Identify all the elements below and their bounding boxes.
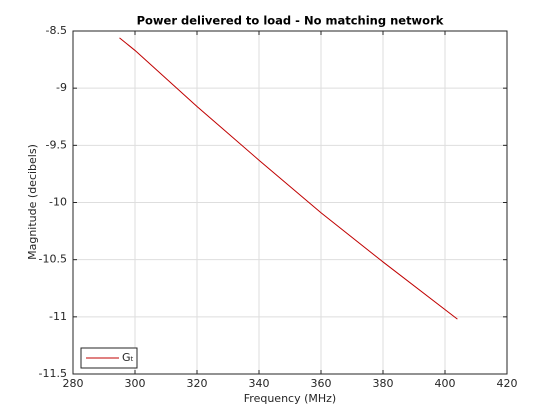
x-tick-label: 280	[63, 377, 84, 390]
y-tick-label: -11.5	[39, 367, 67, 380]
x-tick-label: 400	[435, 377, 456, 390]
x-axis-label: Frequency (MHz)	[244, 392, 336, 405]
y-tick-label: -9	[56, 81, 67, 94]
x-tick-label: 300	[125, 377, 146, 390]
chart-title: Power delivered to load - No matching ne…	[137, 14, 444, 28]
x-tick-label: 340	[249, 377, 270, 390]
plot-frame	[72, 30, 508, 375]
x-tick-label: 320	[187, 377, 208, 390]
legend-label: Gₜ	[122, 351, 134, 364]
x-tick-label: 360	[311, 377, 332, 390]
x-tick-label: 420	[497, 377, 518, 390]
y-tick-label: -8.5	[46, 24, 67, 37]
y-tick-label: -9.5	[46, 138, 67, 151]
y-tick-label: -11	[49, 310, 67, 323]
data-line	[119, 37, 458, 320]
y-tick-label: -10	[49, 196, 67, 209]
y-tick-label: -10.5	[39, 253, 67, 266]
x-tick-label: 380	[373, 377, 394, 390]
y-axis-label: Magnitude (decibels)	[26, 144, 39, 260]
